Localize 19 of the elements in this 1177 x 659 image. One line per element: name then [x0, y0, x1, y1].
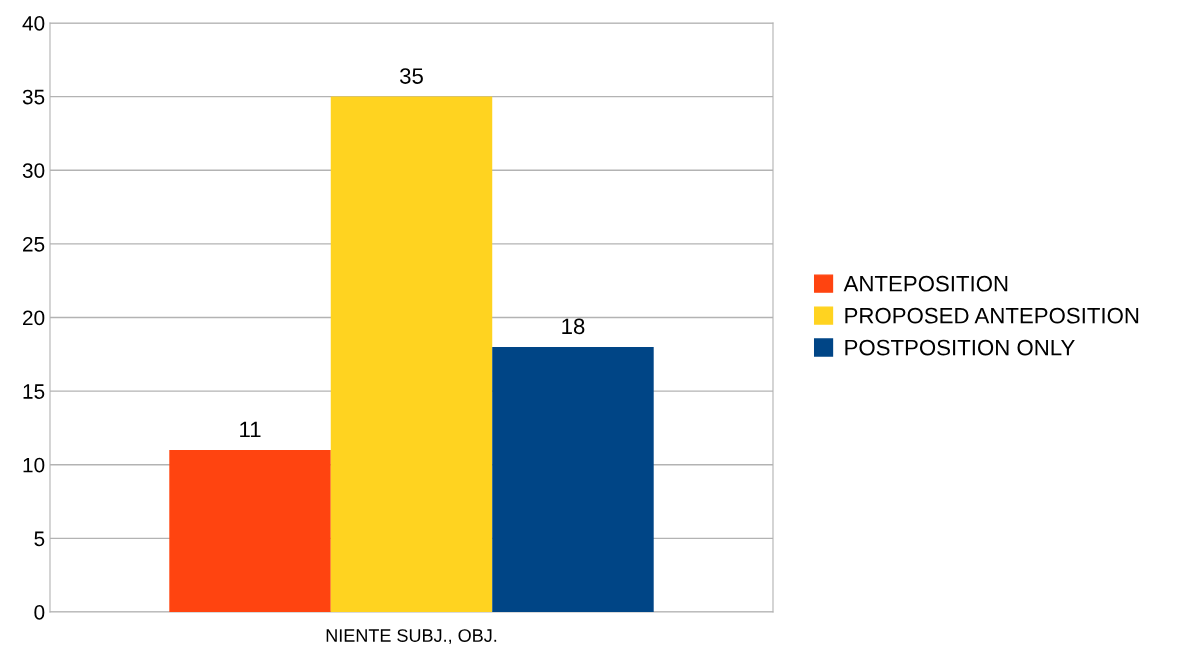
data-label: 11	[240, 421, 261, 438]
bar	[492, 346, 654, 612]
y-tick-label: 20	[23, 310, 45, 326]
data-label: 18	[562, 318, 585, 335]
y-tick-label: 0	[34, 605, 45, 620]
y-tick-label: 10	[23, 457, 45, 473]
y-tick-label: 35	[22, 89, 45, 105]
y-tick-label: 15	[23, 384, 45, 399]
bar	[169, 450, 331, 612]
data-label: 35	[399, 68, 423, 84]
y-tick-label: 5	[34, 531, 45, 547]
x-tick-label: NIENTE SUBJ., OBJ.	[326, 629, 497, 645]
legend-label: POSTPOSITION ONLY	[845, 339, 1075, 356]
legend-label: PROPOSED ANTEPOSITION	[845, 307, 1139, 324]
y-tick-label: 40	[22, 16, 45, 31]
bar	[330, 96, 493, 612]
y-tick-label: 25	[23, 236, 45, 252]
y-tick-label: 30	[22, 163, 45, 178]
legend-label: ANTEPOSITION	[843, 275, 1008, 292]
